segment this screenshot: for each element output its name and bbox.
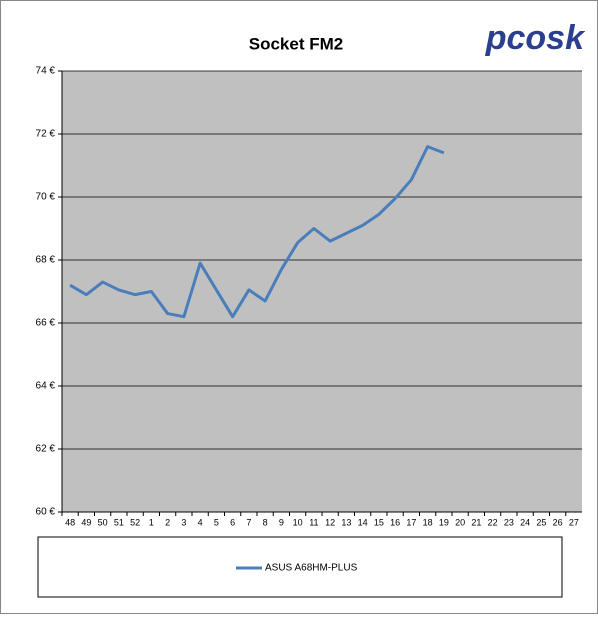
x-tick-label: 11: [309, 517, 318, 527]
plot-area: [62, 71, 582, 512]
y-tick-label: 64 €: [36, 381, 56, 392]
x-tick-label: 10: [293, 517, 303, 527]
x-tick-label: 17: [406, 517, 416, 527]
x-tick-label: 21: [471, 517, 481, 527]
x-tick-label: 22: [488, 517, 498, 527]
y-tick-label: 60 €: [36, 507, 56, 518]
x-tick-label: 50: [98, 517, 108, 527]
y-tick-label: 74 €: [36, 66, 56, 77]
legend-box: [37, 536, 563, 598]
x-tick-label: 1: [149, 517, 154, 527]
x-tick-label: 4: [198, 517, 203, 527]
x-tick-label: 13: [341, 517, 351, 527]
x-tick-label: 15: [374, 517, 384, 527]
y-tick-label: 72 €: [36, 129, 56, 140]
x-tick-label: 20: [455, 517, 465, 527]
x-tick-label: 14: [358, 517, 368, 527]
x-tick-label: 26: [553, 517, 563, 527]
y-tick-label: 68 €: [36, 255, 56, 266]
x-tick-label: 19: [439, 517, 449, 527]
x-tick-label: 9: [279, 517, 284, 527]
x-tick-label: 48: [65, 517, 75, 527]
x-tick-label: 12: [325, 517, 335, 527]
x-tick-label: 23: [504, 517, 514, 527]
logo: pcosk: [485, 19, 586, 57]
x-tick-label: 24: [520, 517, 530, 527]
series-line: [69, 145, 445, 319]
y-tick-label: 70 €: [36, 192, 56, 203]
y-tick-label: 62 €: [36, 444, 56, 455]
x-tick-label: 8: [263, 517, 268, 527]
legend-label: ASUS A68HM-PLUS: [265, 563, 358, 574]
x-tick-label: 25: [536, 517, 546, 527]
x-tick-label: 5: [214, 517, 219, 527]
x-tick-label: 16: [390, 517, 400, 527]
x-tick-label: 27: [569, 517, 579, 527]
x-tick-label: 49: [81, 517, 91, 527]
x-tick-label: 6: [230, 517, 235, 527]
chart-title: Socket FM2: [249, 34, 343, 53]
x-tick-label: 52: [130, 517, 140, 527]
y-tick-label: 66 €: [36, 318, 56, 329]
x-tick-label: 18: [423, 517, 433, 527]
x-tick-label: 7: [246, 517, 251, 527]
x-tick-label: 3: [181, 517, 186, 527]
x-tick-label: 51: [114, 517, 124, 527]
x-tick-label: 2: [165, 517, 170, 527]
